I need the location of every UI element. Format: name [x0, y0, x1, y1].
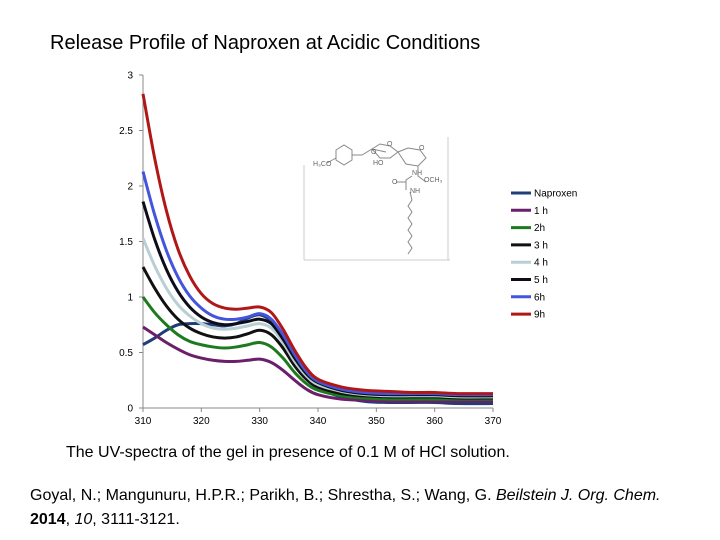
x-tick-label: 320	[193, 416, 210, 427]
legend-label: 2h	[534, 223, 545, 234]
y-tick-label: 0.5	[119, 348, 133, 359]
y-tick-label: 0	[127, 404, 133, 415]
series-line-4	[141, 237, 494, 399]
chart-title: Release Profile of Naproxen at Acidic Co…	[50, 32, 481, 54]
series-line-7	[141, 93, 494, 396]
label-o-carbonyl: O	[392, 179, 398, 186]
legend-label: 6h	[534, 292, 545, 303]
label-nh-bottom: NH	[410, 188, 420, 195]
amide-bond	[405, 175, 413, 190]
series-layer	[141, 93, 494, 406]
x-tick-label: 330	[251, 416, 268, 427]
citation-authors: Goyal, N.; Mangunuru, H.P.R.; Parikh, B.…	[30, 487, 496, 504]
y-tick-label: 2	[127, 182, 133, 193]
citation-pages: 3111-3121.	[101, 511, 180, 528]
acetal-bonds	[352, 148, 387, 156]
series-line-1	[142, 325, 494, 403]
benzene-ring	[335, 144, 353, 166]
citation-volume: 10	[74, 511, 93, 528]
pyranose-ring	[397, 147, 427, 167]
molecule-background	[304, 137, 448, 260]
y-tick-label: 3	[127, 71, 133, 82]
series-line-6	[141, 171, 494, 397]
label-o-ring2: O	[371, 149, 377, 156]
alkyl-chain	[407, 191, 413, 255]
citation: Goyal, N.; Mangunuru, H.P.R.; Parikh, B.…	[30, 484, 700, 532]
citation-journal: Beilstein J. Org. Chem.	[495, 487, 661, 504]
label-o-ring1: O	[387, 141, 393, 148]
figure-caption: The UV-spectra of the gel in presence of…	[66, 444, 510, 461]
x-tick-label: 310	[135, 416, 152, 427]
y-tick-label: 1.5	[119, 237, 133, 248]
label-ho: HO	[373, 160, 384, 167]
y-tick-label: 1	[127, 293, 133, 304]
methoxy-bond	[326, 157, 337, 164]
x-tick-label: 350	[368, 416, 385, 427]
x-tick-label: 370	[485, 416, 502, 427]
legend-label: 4 h	[534, 258, 548, 269]
label-h3co: H₃CO	[313, 161, 332, 168]
label-och3: OCH₃	[424, 177, 443, 184]
chart-legend: Naproxen 1 h 2h 3 h 4 h 5 h 6h 9h	[511, 189, 577, 321]
x-tick-label: 360	[426, 416, 443, 427]
citation-sep-2: ,	[92, 511, 102, 528]
nh-bond	[417, 166, 427, 183]
series-line-2	[141, 296, 493, 401]
x-tick-label: 340	[310, 416, 327, 427]
legend-label: 9h	[534, 310, 545, 321]
label-nh-top: NH	[412, 170, 422, 177]
legend-label: 1 h	[534, 206, 548, 217]
citation-year: 2014	[30, 511, 66, 528]
legend-label: 3 h	[534, 240, 548, 251]
legend-label: Naproxen	[534, 189, 577, 200]
citation-sep-1: ,	[65, 511, 75, 528]
legend-label: 5 h	[534, 275, 548, 286]
uv-spectra-chart: 0 0.5 1 1.5 2 2.5 3 310 320 330 340 350 360 370 H₃CO H…	[119, 71, 577, 428]
label-o-ring3: O	[419, 145, 425, 152]
y-tick-label: 2.5	[119, 126, 133, 137]
